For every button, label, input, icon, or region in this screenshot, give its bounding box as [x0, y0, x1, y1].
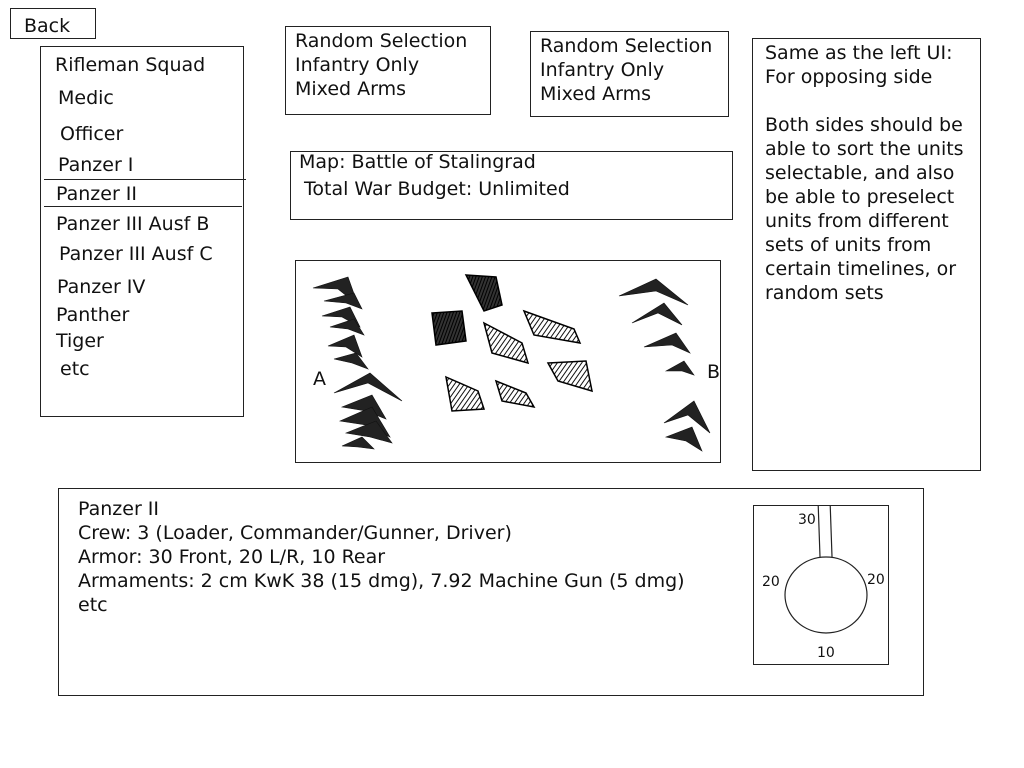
armor-rear-value: 10	[817, 645, 835, 661]
option-random-selection-right[interactable]: Random Selection	[540, 35, 713, 57]
note-sorting: Both sides should be able to sort the un…	[765, 114, 964, 304]
battle-preview: A B	[295, 260, 721, 463]
unit-detail-more: etc	[78, 594, 108, 616]
unit-item-rifleman-squad[interactable]: Rifleman Squad	[55, 54, 206, 76]
unit-item-panzer-iii-ausf-b[interactable]: Panzer III Ausf B	[56, 213, 210, 235]
map-name: Map: Battle of Stalingrad	[299, 151, 536, 173]
option-random-selection-left[interactable]: Random Selection	[295, 30, 468, 52]
side-b-infantry	[618, 278, 711, 452]
unit-list[interactable]: Rifleman Squad Medic Officer Panzer I Pa…	[40, 46, 244, 417]
selection-line-top	[44, 179, 246, 180]
armor-diagram: 30 20 20 10	[753, 505, 889, 665]
unit-item-etc[interactable]: etc	[60, 358, 90, 380]
armor-front-value: 30	[798, 512, 816, 528]
back-button[interactable]: Back	[10, 8, 96, 39]
armor-right-value: 20	[867, 572, 885, 588]
map-info-panel: Map: Battle of Stalingrad Total War Budg…	[290, 151, 733, 220]
selection-line-bottom	[44, 206, 242, 207]
side-a-label: A	[313, 368, 326, 390]
unit-detail-crew: Crew: 3 (Loader, Commander/Gunner, Drive…	[78, 522, 512, 544]
option-mixed-arms-right[interactable]: Mixed Arms	[540, 83, 652, 105]
unit-item-panzer-i[interactable]: Panzer I	[58, 154, 134, 176]
unit-detail-armor: Armor: 30 Front, 20 L/R, 10 Rear	[78, 546, 386, 568]
unit-item-tiger[interactable]: Tiger	[56, 330, 104, 352]
side-b-label: B	[707, 361, 721, 383]
option-infantry-only-right[interactable]: Infantry Only	[540, 59, 665, 81]
battle-formation-sketch	[312, 274, 711, 452]
side-a-infantry	[312, 276, 403, 450]
armor-left-value: 20	[762, 574, 780, 590]
center-armor-units	[431, 274, 593, 412]
option-mixed-arms-left[interactable]: Mixed Arms	[295, 78, 407, 100]
unit-item-panzer-ii[interactable]: Panzer II	[56, 183, 138, 205]
unit-item-panzer-iv[interactable]: Panzer IV	[57, 276, 146, 298]
unit-detail-name: Panzer II	[78, 498, 160, 520]
unit-item-panzer-iii-ausf-c[interactable]: Panzer III Ausf C	[59, 243, 213, 265]
war-budget: Total War Budget: Unlimited	[304, 178, 570, 200]
unit-detail-armaments: Armaments: 2 cm KwK 38 (15 dmg), 7.92 Ma…	[78, 570, 685, 592]
opposing-side-notes: Same as the left UI: For opposing side B…	[752, 38, 981, 471]
note-opposing-side: Same as the left UI: For opposing side	[765, 42, 953, 88]
option-infantry-only-left[interactable]: Infantry Only	[295, 54, 420, 76]
selection-options-left: Random Selection Infantry Only Mixed Arm…	[285, 26, 491, 115]
unit-item-panther[interactable]: Panther	[56, 304, 130, 326]
unit-item-medic[interactable]: Medic	[58, 87, 114, 109]
selection-options-right: Random Selection Infantry Only Mixed Arm…	[530, 31, 729, 117]
tank-top-view	[784, 506, 868, 634]
unit-item-officer[interactable]: Officer	[60, 123, 124, 145]
